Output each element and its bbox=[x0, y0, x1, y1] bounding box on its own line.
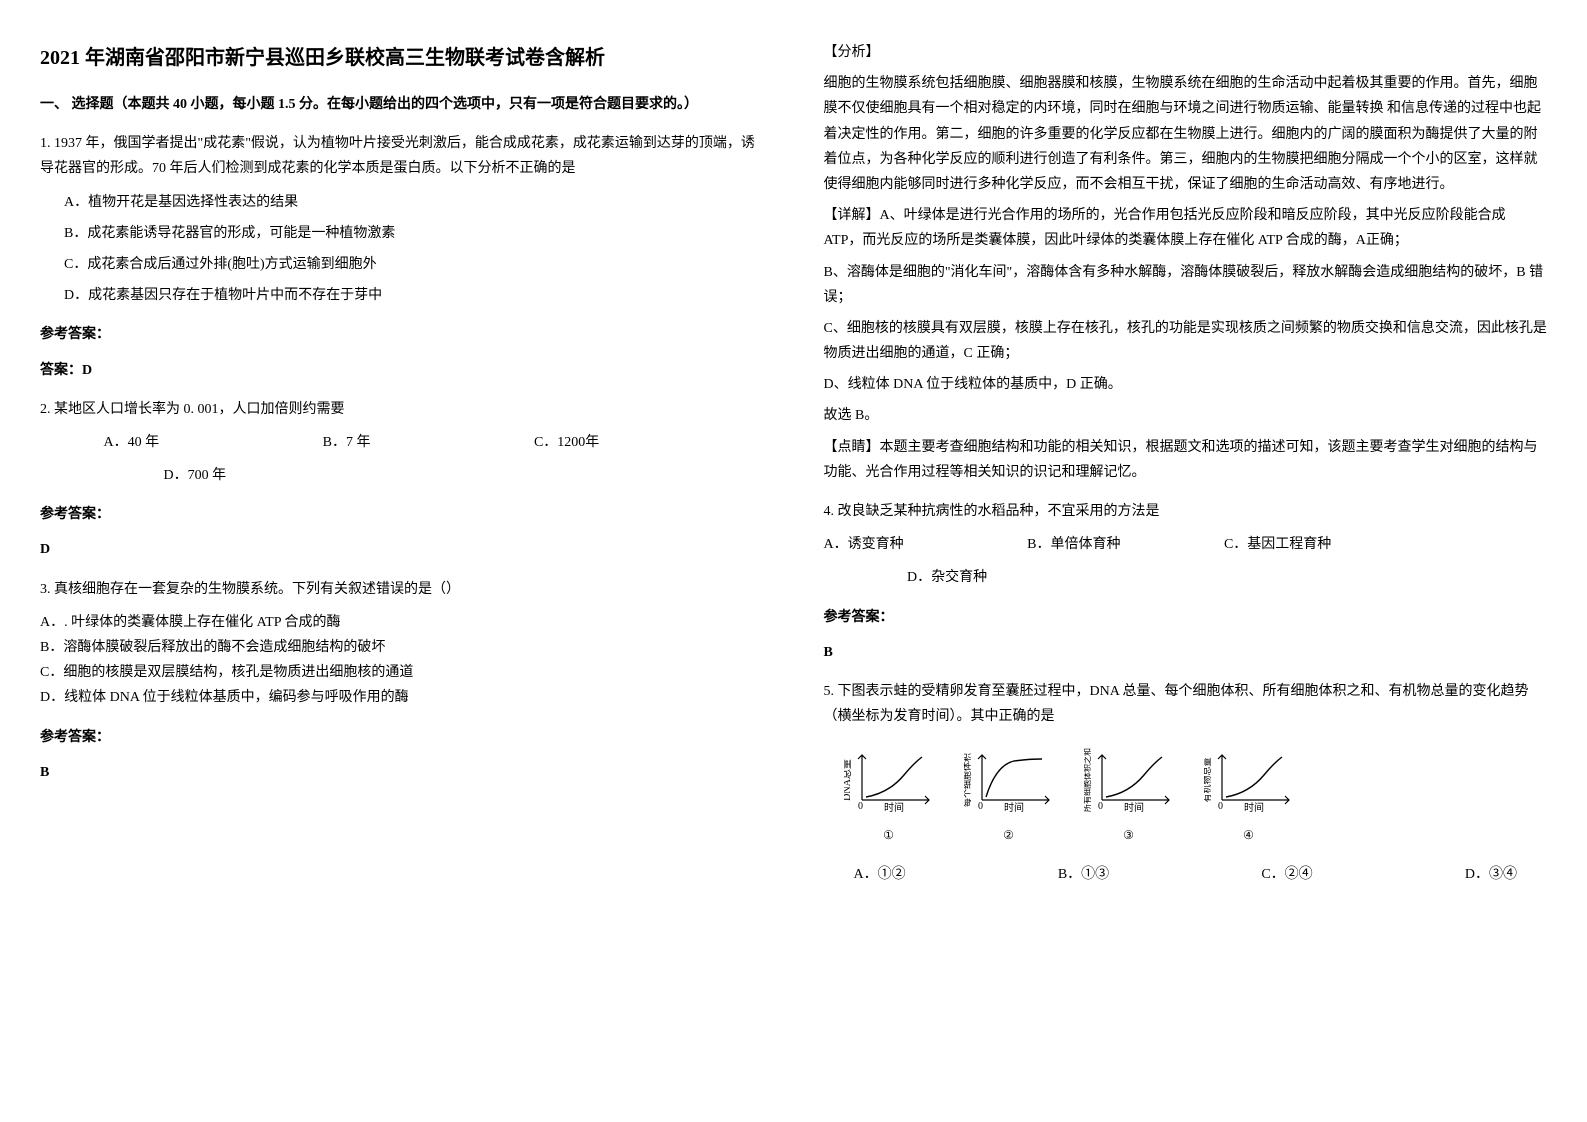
chart-3-num: ③ bbox=[1084, 825, 1174, 847]
question-4: 4. 改良缺乏某种抗病性的水稻品种，不宜采用的方法是 A．诱变育种 B．单倍体育… bbox=[824, 499, 1548, 591]
q1-option-d: D．成花素基因只存在于植物叶片中而不存在于芽中 bbox=[40, 283, 764, 308]
chart-4-origin: 0 bbox=[1218, 801, 1223, 812]
q4-options-row1: A．诱变育种 B．单倍体育种 C．基因工程育种 bbox=[824, 532, 1548, 557]
q1-text: 1. 1937 年，俄国学者提出"成花素"假说，认为植物叶片接受光刺激后，能合成… bbox=[40, 131, 764, 181]
chart-2-ylabel: 每个细胞体积 bbox=[964, 753, 972, 807]
q3-option-b: B．溶酶体膜破裂后释放出的酶不会造成细胞结构的破坏 bbox=[40, 635, 764, 660]
chart-4-svg: 有机物总量 0 时间 bbox=[1204, 745, 1294, 815]
detail-label: 【详解】 bbox=[824, 208, 880, 223]
q2-option-d: D．700 年 bbox=[164, 463, 227, 488]
chart-4-num: ④ bbox=[1204, 825, 1294, 847]
q2-answer: D bbox=[40, 537, 764, 562]
analysis-p1: 细胞的生物膜系统包括细胞膜、细胞器膜和核膜，生物膜系统在细胞的生命活动中起着极其… bbox=[824, 71, 1548, 197]
q2-options-row1: A．40 年 B．7 年 C．1200年 bbox=[40, 430, 764, 455]
chart-1-xlabel: 时间 bbox=[884, 801, 904, 814]
question-2: 2. 某地区人口增长率为 0. 001，人口加倍则约需要 A．40 年 B．7 … bbox=[40, 397, 764, 489]
chart-1-curve bbox=[866, 757, 922, 797]
chart-3-curve bbox=[1106, 757, 1162, 797]
q5-chart-2: 每个细胞体积 0 时间 ② bbox=[964, 745, 1054, 846]
q2-option-a: A．40 年 bbox=[104, 430, 160, 455]
analysis-pd: D、线粒体 DNA 位于线粒体的基质中，D 正确。 bbox=[824, 372, 1548, 397]
chart-4-ylabel: 有机物总量 bbox=[1204, 758, 1212, 803]
q4-options-row2: D．杂交育种 bbox=[824, 565, 1548, 590]
analysis-detail: 【详解】A、叶绿体是进行光合作用的场所的，光合作用包括光反应阶段和暗反应阶段，其… bbox=[824, 203, 1548, 253]
question-5: 5. 下图表示蛙的受精卵发育至囊胚过程中，DNA 总量、每个细胞体积、所有细胞体… bbox=[824, 679, 1548, 887]
analysis-pa: A、叶绿体是进行光合作用的场所的，光合作用包括光反应阶段和暗反应阶段，其中光反应… bbox=[824, 208, 1506, 248]
q1-answer-label: 参考答案： bbox=[40, 322, 764, 347]
q1-answer: 答案：D bbox=[40, 358, 764, 383]
q3-option-d: D．线粒体 DNA 位于线粒体基质中，编码参与呼吸作用的酶 bbox=[40, 685, 764, 710]
q5-chart-4: 有机物总量 0 时间 ④ bbox=[1204, 745, 1294, 846]
q2-text: 2. 某地区人口增长率为 0. 001，人口加倍则约需要 bbox=[40, 397, 764, 422]
analysis-label: 【分析】 bbox=[824, 40, 1548, 65]
q5-option-b: B．①③ bbox=[1058, 862, 1109, 887]
document-title: 2021 年湖南省邵阳市新宁县巡田乡联校高三生物联考试卷含解析 bbox=[40, 40, 764, 76]
q2-option-c: C．1200年 bbox=[534, 430, 599, 455]
q4-option-a: A．诱变育种 bbox=[824, 532, 904, 557]
chart-2-num: ② bbox=[964, 825, 1054, 847]
q5-text: 5. 下图表示蛙的受精卵发育至囊胚过程中，DNA 总量、每个细胞体积、所有细胞体… bbox=[824, 679, 1548, 729]
analysis-tip: 【点睛】本题主要考查细胞结构和功能的相关知识，根据题文和选项的描述可知，该题主要… bbox=[824, 435, 1548, 485]
question-3: 3. 真核细胞存在一套复杂的生物膜系统。下列有关叙述错误的是（） A．. 叶绿体… bbox=[40, 577, 764, 711]
chart-4-xlabel: 时间 bbox=[1244, 801, 1264, 814]
section-header: 一、 选择题（本题共 40 小题，每小题 1.5 分。在每小题给出的四个选项中，… bbox=[40, 92, 764, 117]
q5-charts-row: DNA总量 0 时间 ① 每个细胞体积 bbox=[824, 745, 1548, 846]
left-column: 2021 年湖南省邵阳市新宁县巡田乡联校高三生物联考试卷含解析 一、 选择题（本… bbox=[40, 40, 764, 895]
q5-option-d: D．③④ bbox=[1465, 862, 1517, 887]
q3-answer: B bbox=[40, 760, 764, 785]
tip-label: 【点睛】 bbox=[824, 440, 880, 455]
chart-1-origin: 0 bbox=[858, 801, 863, 812]
q4-text: 4. 改良缺乏某种抗病性的水稻品种，不宜采用的方法是 bbox=[824, 499, 1548, 524]
chart-2-curve bbox=[986, 759, 1042, 797]
tip-text: 本题主要考查细胞结构和功能的相关知识，根据题文和选项的描述可知，该题主要考查学生… bbox=[824, 440, 1538, 480]
chart-3-ylabel: 所有细胞体积之和 bbox=[1084, 748, 1092, 812]
q3-option-a: A．. 叶绿体的类囊体膜上存在催化 ATP 合成的酶 bbox=[40, 610, 764, 635]
page-container: 2021 年湖南省邵阳市新宁县巡田乡联校高三生物联考试卷含解析 一、 选择题（本… bbox=[40, 40, 1547, 895]
q3-text: 3. 真核细胞存在一套复杂的生物膜系统。下列有关叙述错误的是（） bbox=[40, 577, 764, 602]
q5-option-c: C．②④ bbox=[1261, 862, 1312, 887]
q5-chart-1: DNA总量 0 时间 ① bbox=[844, 745, 934, 846]
analysis-conclusion: 故选 B。 bbox=[824, 403, 1548, 428]
chart-2-origin: 0 bbox=[978, 801, 983, 812]
chart-2-svg: 每个细胞体积 0 时间 bbox=[964, 745, 1054, 815]
q4-answer-label: 参考答案： bbox=[824, 605, 1548, 630]
q4-option-c: C．基因工程育种 bbox=[1224, 532, 1331, 557]
analysis-pc: C、细胞核的核膜具有双层膜，核膜上存在核孔，核孔的功能是实现核质之间频繁的物质交… bbox=[824, 316, 1548, 366]
question-1: 1. 1937 年，俄国学者提出"成花素"假说，认为植物叶片接受光刺激后，能合成… bbox=[40, 131, 764, 308]
q2-answer-label: 参考答案： bbox=[40, 502, 764, 527]
chart-1-ylabel: DNA总量 bbox=[844, 759, 853, 801]
q5-chart-3: 所有细胞体积之和 0 时间 ③ bbox=[1084, 745, 1174, 846]
right-column: 【分析】 细胞的生物膜系统包括细胞膜、细胞器膜和核膜，生物膜系统在细胞的生命活动… bbox=[824, 40, 1548, 895]
chart-2-xlabel: 时间 bbox=[1004, 801, 1024, 814]
q2-option-b: B．7 年 bbox=[323, 430, 371, 455]
q4-answer: B bbox=[824, 640, 1548, 665]
chart-3-origin: 0 bbox=[1098, 801, 1103, 812]
q5-option-a: A．①② bbox=[854, 862, 906, 887]
q1-option-b: B．成花素能诱导花器官的形成，可能是一种植物激素 bbox=[40, 221, 764, 246]
chart-4-curve bbox=[1226, 757, 1282, 797]
chart-1-num: ① bbox=[844, 825, 934, 847]
q5-options-row: A．①② B．①③ C．②④ D．③④ bbox=[824, 862, 1548, 887]
chart-3-xlabel: 时间 bbox=[1124, 801, 1144, 814]
q3-answer-label: 参考答案： bbox=[40, 725, 764, 750]
analysis-pb: B、溶酶体是细胞的"消化车间"，溶酶体含有多种水解酶，溶酶体膜破裂后，释放水解酶… bbox=[824, 260, 1548, 310]
q1-option-a: A．植物开花是基因选择性表达的结果 bbox=[40, 190, 764, 215]
chart-3-svg: 所有细胞体积之和 0 时间 bbox=[1084, 745, 1174, 815]
q1-option-c: C．成花素合成后通过外排(胞吐)方式运输到细胞外 bbox=[40, 252, 764, 277]
chart-1-svg: DNA总量 0 时间 bbox=[844, 745, 934, 815]
q4-option-d: D．杂交育种 bbox=[907, 565, 987, 590]
q3-option-c: C．细胞的核膜是双层膜结构，核孔是物质进出细胞核的通道 bbox=[40, 660, 764, 685]
q2-options-row2: D．700 年 bbox=[40, 463, 764, 488]
q4-option-b: B．单倍体育种 bbox=[1027, 532, 1120, 557]
